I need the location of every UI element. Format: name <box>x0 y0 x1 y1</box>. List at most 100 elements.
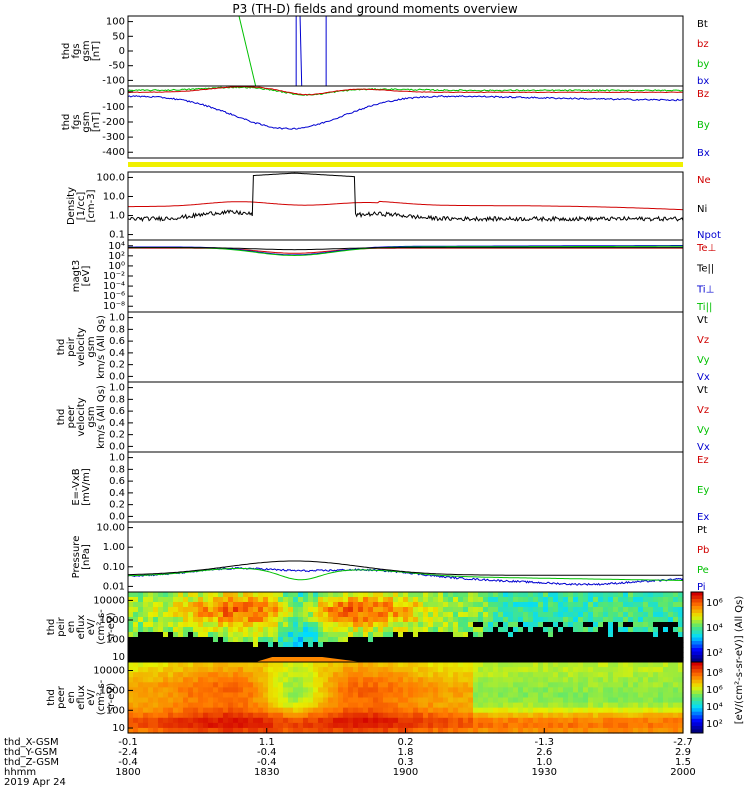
series-Ne-line <box>128 200 684 211</box>
data-quality-bar <box>128 162 683 167</box>
panel-7-ytick: 0.0 <box>109 511 125 522</box>
legend-pt-label: Pt <box>697 525 707 536</box>
svg-text:eV/: eV/ <box>86 618 97 635</box>
legend-ti-label: Ti|| <box>696 302 712 313</box>
colorbar-tick: 10² <box>706 719 723 730</box>
legend-ey-label: Ey <box>697 485 709 496</box>
panel-8-ytick: 0.10 <box>103 562 125 573</box>
svg-text:velocity: velocity <box>76 397 87 436</box>
panel-1-ytick: -50 <box>109 61 125 72</box>
x-row-value: 1930 <box>532 767 557 778</box>
panel-9-ylabel: thd peir en eflux eV/(cm²-s-sr-eV) <box>46 609 117 645</box>
panel-10-ylabel: thd peer en eflux eV/(cm²-s-sr-eV) <box>46 679 117 715</box>
svg-text:thd: thd <box>46 689 57 706</box>
legend-vy-label: Vy <box>697 355 710 366</box>
panel-8-ytick: 0.01 <box>103 581 125 592</box>
svg-text:Pressure: Pressure <box>71 536 82 579</box>
panel-2-ytick: -200 <box>102 117 125 128</box>
panel-9-ytick: 10000 <box>93 595 125 606</box>
svg-text:eflux: eflux <box>76 615 87 640</box>
svg-text:thd: thd <box>56 339 67 356</box>
legend-ez-label: Ez <box>697 455 709 466</box>
x-row-value: 1.8 <box>398 747 414 758</box>
x-row-value: -2.7 <box>673 737 693 748</box>
panel-6-ytick: 1.0 <box>109 383 125 394</box>
svg-text:(cm²-s-: (cm²-s- <box>96 679 107 715</box>
legend-vy-label: Vy <box>697 425 710 436</box>
x-row-value: 1.0 <box>536 757 552 768</box>
legend-pb-label: Pb <box>697 545 709 556</box>
legend-by-label: by <box>697 59 709 70</box>
svg-text:peer: peer <box>66 405 77 429</box>
svg-text:peer: peer <box>56 685 67 709</box>
x-row-value: 2.9 <box>675 747 691 758</box>
x-row-value: -0.1 <box>118 737 138 748</box>
panel-10-colorbar <box>690 661 704 734</box>
svg-text:[nT]: [nT] <box>91 112 102 132</box>
x-row-value: 1800 <box>115 767 140 778</box>
panel-5-ytick: 0.6 <box>109 336 125 347</box>
series-Tepar-line <box>128 247 683 251</box>
fgs-by-spike <box>238 15 257 87</box>
legend-bz-label: Bz <box>697 89 709 100</box>
panel-6-ytick: 0.2 <box>109 430 125 441</box>
colorbar-tick: 10⁸ <box>706 668 723 679</box>
svg-text:gsm: gsm <box>81 40 92 61</box>
panel-7-ytick: 0.4 <box>109 488 125 499</box>
x-row-value: 2.6 <box>536 747 552 758</box>
svg-text:gsm: gsm <box>81 111 92 132</box>
x-row-value: 1900 <box>393 767 418 778</box>
panel-5-frame <box>127 311 684 383</box>
panel-4-ytick: 10⁻² <box>103 271 125 282</box>
panel-3-ytick: 1.0 <box>109 211 125 222</box>
series-By-line <box>127 86 684 97</box>
svg-text:[eV]: [eV] <box>81 266 92 287</box>
panel-1-ytick: 50 <box>112 31 125 42</box>
panel-6-ytick: 0.4 <box>109 418 125 429</box>
panel-6-ytick: 0.6 <box>109 406 125 417</box>
figure-title: P3 (TH-D) fields and ground moments over… <box>232 2 518 16</box>
svg-text:km/s (All Qs): km/s (All Qs) <box>96 315 107 379</box>
colorbar-label: [eV/(cm²-s-sr-eV)] (All Qs) <box>734 596 745 725</box>
panel-7-ytick: 0.8 <box>109 464 125 475</box>
svg-text:fgs: fgs <box>71 43 82 58</box>
panel-4-ytick: 10⁴ <box>108 241 125 252</box>
spectrogram-edge-band <box>255 657 362 662</box>
panel-1-ylabel: thd fgs gsm [nT] <box>61 40 102 61</box>
x-row-value: 1.5 <box>675 757 691 768</box>
svg-text:sr-eV): sr-eV) <box>106 612 117 641</box>
panel-4-ytick: 10⁻⁸ <box>103 301 125 312</box>
x-row-value: -0.4 <box>257 747 277 758</box>
legend-vt-label: Vt <box>697 315 708 326</box>
x-row-label-thd-y-gsm: thd_Y-GSM <box>4 747 57 758</box>
series-Bz-line <box>127 85 684 96</box>
panel-1-frame <box>127 15 684 87</box>
legend-npot-label: Npot <box>697 230 721 241</box>
svg-text:thd: thd <box>61 43 72 60</box>
fgs-bx-spike-2 <box>299 15 303 87</box>
legend-by-label: By <box>697 120 710 131</box>
panel-5-ytick: 1.0 <box>109 313 125 324</box>
svg-text:peir: peir <box>56 616 67 636</box>
panel-1-ytick: 0 <box>119 46 125 57</box>
panel-10-ytick: 100 <box>106 705 125 716</box>
svg-text:peir: peir <box>66 336 77 356</box>
x-row-value: -1.3 <box>534 737 554 748</box>
panel-9-ytick: 1000 <box>100 615 125 626</box>
legend-ex-label: Ex <box>697 512 709 523</box>
svg-text:thd: thd <box>56 409 67 426</box>
panel-4-ytick: 10⁻⁴ <box>103 281 125 292</box>
x-row-value: -0.4 <box>257 757 277 768</box>
svg-text:magt3: magt3 <box>71 260 82 293</box>
panel-7-ytick: 0.6 <box>109 476 125 487</box>
ion-energy-spectrogram <box>128 592 684 663</box>
legend-te-label: Te⊥ <box>696 243 716 254</box>
panel-6-ylabel: thd peer velocity gsm km/s (All Qs) <box>56 385 107 449</box>
svg-text:thd: thd <box>61 114 72 131</box>
series-Bx-line <box>127 95 684 130</box>
x-row-label-thd-x-gsm: thd_X-GSM <box>4 737 59 748</box>
panel-8-ylabel: Pressure [nPa] <box>71 536 92 579</box>
svg-text:[1/cc]: [1/cc] <box>76 192 87 221</box>
x-row-value: 0.3 <box>398 757 414 768</box>
